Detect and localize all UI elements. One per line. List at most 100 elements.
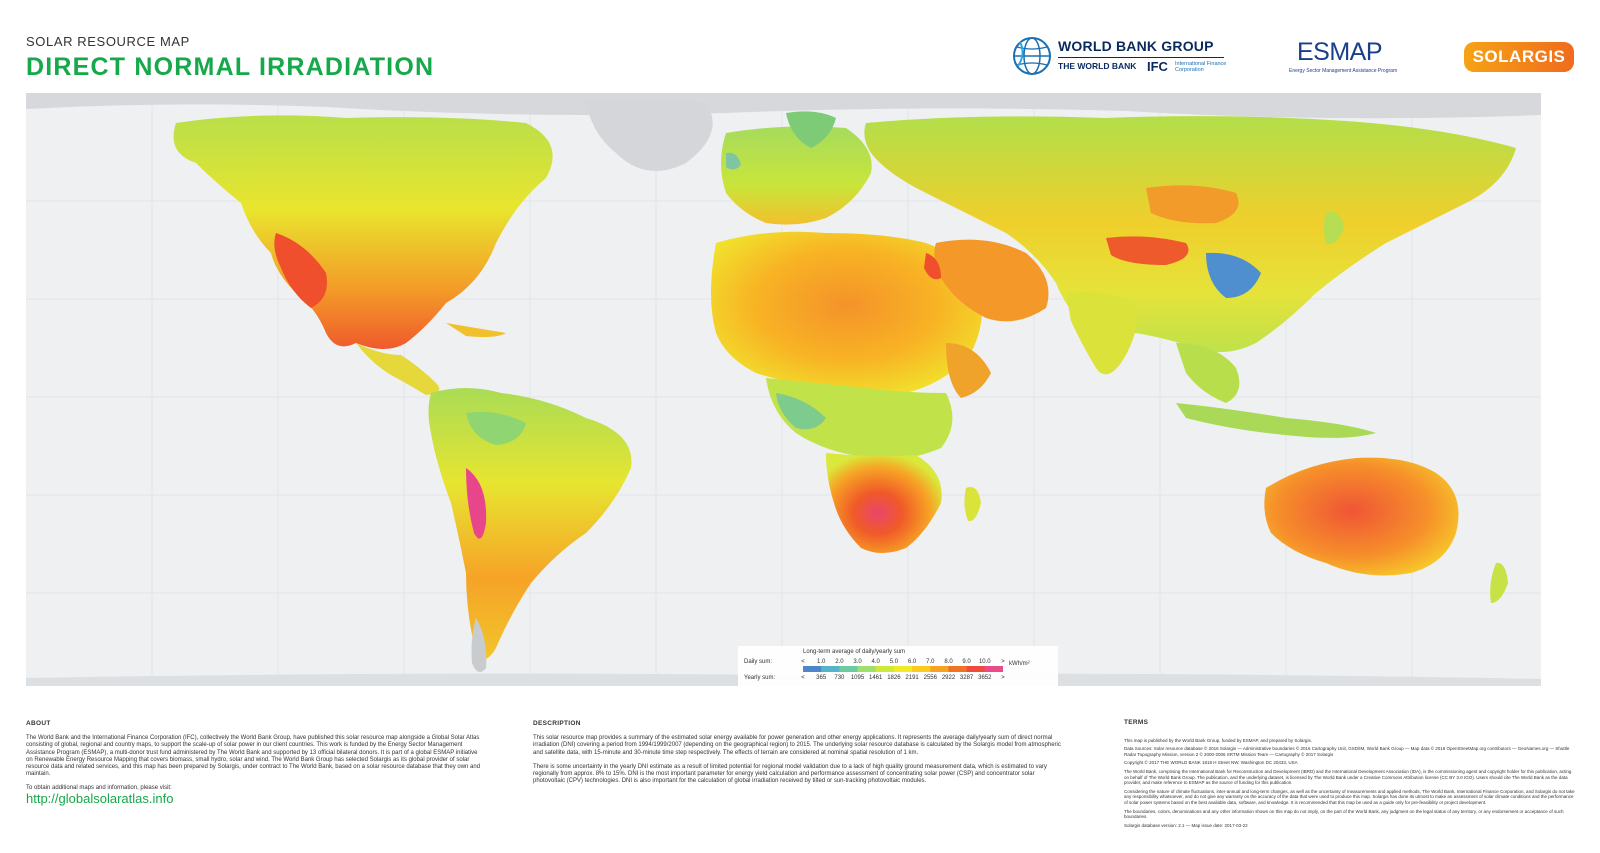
world-map-svg [26,93,1541,686]
legend-daily-tick: 2.0 [835,659,844,665]
legend-swatch [984,666,1003,672]
dni-legend: Long-term average of daily/yearly sum Da… [738,646,1058,686]
legend-daily-tick: 9.0 [962,659,971,665]
wbg-ifc-sub: International Finance Corporation [1175,61,1227,73]
new-zealand [1490,562,1508,603]
description-heading: DESCRIPTION [533,720,581,727]
globe-icon [1013,37,1051,75]
terms-heading: TERMS [1124,719,1149,726]
legend-swatch [875,666,895,672]
map-header: SOLAR RESOURCE MAP DIRECT NORMAL IRRADIA… [26,34,434,82]
legend-swatch [912,666,931,672]
wbg-world-bank: THE WORLD BANK [1058,61,1137,71]
about-section: ABOUT The World Bank and the Internation… [26,720,481,806]
india [1066,291,1137,375]
tibet-hotspot [1106,236,1189,265]
terms-text-1: This map is published by the World Bank … [1124,737,1312,743]
caribbean [446,323,506,337]
map-subtitle: SOLAR RESOURCE MAP [26,34,190,49]
legend-swatch [839,666,858,672]
japan [1324,212,1344,244]
legend-daily-tick: > [1001,659,1005,665]
legend-yearly-tick: 1095 [850,675,865,681]
terms-text-3: Copyright © 2017 THE WORLD BANK 1818 H S… [1124,760,1298,766]
north-africa [711,231,983,395]
legend-yearly-tick: 3287 [959,675,974,681]
central-africa [766,378,953,460]
madagascar [964,487,981,522]
arabia-hotspot [924,253,941,280]
description-text-2: There is some uncertainty in the yearly … [533,763,1047,785]
legend-swatch [857,666,877,672]
horn-of-africa [946,343,991,398]
legend-swatch [893,666,913,672]
esmap-name: ESMAP [1297,38,1383,66]
terms-text-2: Data Sources: Solar resource database © … [1124,746,1570,757]
middle-east [934,239,1049,322]
legend-daily-tick: 3.0 [853,659,862,665]
wbg-ifc: IFC [1147,59,1168,74]
europe [721,126,872,225]
legend-daily-tick: 1.0 [817,659,826,665]
description-text-1: This solar resource map provides a summa… [533,735,1061,756]
legend-swatch [930,666,949,672]
arctic-ice [26,93,1541,119]
australia [1264,457,1459,576]
legend-yearly-tick: 2191 [905,675,919,681]
gobi-region [1146,185,1239,224]
about-heading: ABOUT [26,720,51,727]
legend-color-bar [803,666,1003,672]
about-visit-text: To obtain additional maps and informatio… [26,785,172,792]
atacama-hotspot [466,468,487,539]
legend-yearly-label: Yearly sum: [744,675,776,681]
terms-text-4: The World Bank, comprising the Internati… [1124,768,1572,786]
wbg-title: WORLD BANK GROUP [1058,38,1214,54]
terms-text-7: Solargis database version: 2.1 — Map iss… [1124,822,1248,828]
about-text: The World Bank and the International Fin… [26,735,481,778]
world-bank-group-logo: WORLD BANK GROUP THE WORLD BANK IFC Inte… [1012,36,1227,80]
central-america [356,343,440,395]
legend-yearly-tick: 730 [834,675,845,681]
legend-unit: kWh/m² [1009,661,1030,667]
legend-daily-tick: 6.0 [907,659,917,665]
west-africa-lowzone [776,393,826,430]
southern-africa [826,453,942,553]
legend-swatch [821,666,840,672]
esmap-sub: Energy Sector Management Assistance Prog… [1289,68,1398,74]
legend-yearly-tick: 2922 [941,675,956,681]
legend-yearly-tick: < [801,675,805,681]
southeast-asia [1176,343,1240,403]
dni-world-map[interactable]: Long-term average of daily/yearly sum Da… [26,93,1541,686]
legend-swatch [948,666,967,672]
legend-daily-tick: 5.0 [889,659,899,665]
uk [726,152,741,170]
legend-daily-tick: 10.0 [978,659,991,665]
terms-section: TERMS This map is published by the World… [1124,719,1576,831]
amazon-lowzone [466,411,526,445]
global-solar-atlas-link[interactable]: http://globalsolaratlas.info [26,790,174,806]
legend-yearly-tick: 1461 [869,675,883,681]
solargis-logo: SOLARGIS [1464,42,1574,72]
terms-text-6: The boundaries, colors, denominations an… [1124,808,1564,820]
legend-title: Long-term average of daily/yearly sum [803,649,906,655]
legend-daily-tick: 8.0 [944,659,953,665]
greenland [586,98,713,171]
asia [864,116,1516,352]
legend-swatch [966,666,986,672]
description-section: DESCRIPTION This solar resource map prov… [533,720,1063,792]
sichuan-lowzone [1206,252,1261,298]
terms-text-5: Considering the nature of climate fluctu… [1124,788,1575,805]
south-america [428,388,632,660]
legend-daily-tick: 7.0 [926,659,935,665]
esmap-logo: ESMAP Energy Sector Management Assistanc… [1289,38,1409,78]
legend-daily-tick: 4.0 [871,659,880,665]
scandinavia [786,111,836,148]
north-america [173,115,553,349]
legend-yearly-tick: 2556 [923,675,937,681]
patagonia-ice [471,618,487,672]
indonesia [1176,403,1376,438]
legend-swatch [803,666,822,672]
legend-daily-label: Daily sum: [744,659,773,665]
legend-yearly-tick: 365 [816,675,827,681]
mexico-hotspot [274,233,327,308]
